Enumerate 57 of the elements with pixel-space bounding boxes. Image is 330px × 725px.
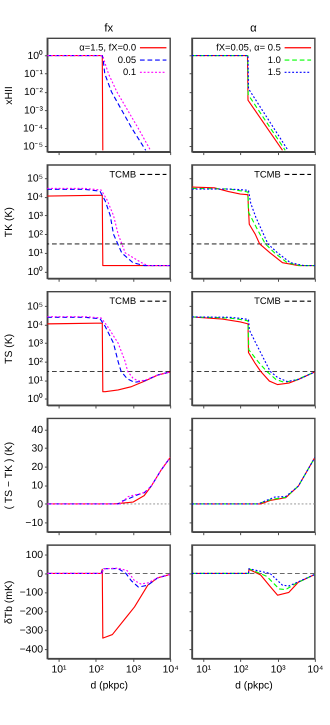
y-tick-label: 10 (31, 480, 44, 492)
y-tick-label: 10⁰ (27, 266, 44, 278)
y-tick-label: 10⁵ (27, 173, 44, 184)
y-axis-title: TS (K) (4, 334, 15, 364)
legend-label: 1.5 (268, 67, 281, 78)
y-tick-label: 10¹ (28, 248, 44, 260)
y-tick-label: 20 (31, 462, 44, 474)
y-tick-label: 10⁻¹ (24, 69, 44, 80)
y-tick-label: 10² (28, 357, 44, 368)
y-tick-label: 10⁻³ (24, 105, 44, 116)
y-axis-title: δTb (mK) (4, 580, 15, 624)
y-tick-label: 10⁴ (26, 320, 44, 331)
x-tick-label: 10⁴ (307, 664, 324, 676)
legend-label: TCMB (254, 169, 281, 180)
legend-label: α=1.5, fX=0.0 (79, 42, 136, 54)
legend-label: 0.1 (123, 67, 136, 78)
y-tick-label: 10⁴ (26, 192, 44, 204)
chart-title: fx (104, 22, 114, 35)
y-tick-label: 10⁻⁵ (23, 142, 44, 153)
y-tick-label: 0 (37, 568, 44, 580)
x-axis-title: d (pkpc) (90, 680, 128, 692)
y-tick-label: 10⁰ (27, 393, 44, 406)
y-tick-label: −300 (20, 626, 44, 637)
y-tick-label: −400 (20, 644, 44, 656)
x-tick-label: 10⁴ (162, 664, 179, 676)
y-tick-label: −10 (25, 518, 44, 529)
y-tick-label: −200 (20, 606, 44, 618)
legend-label: fX=0.05, α= 0.5 (216, 42, 281, 54)
legend-label: 0.05 (118, 54, 136, 66)
x-axis-title: d (pkpc) (235, 680, 273, 692)
y-tick-label: 30 (31, 443, 44, 454)
x-tick-label: 10³ (126, 664, 142, 676)
y-tick-label: 10⁵ (27, 301, 44, 312)
x-tick-label: 10³ (270, 664, 286, 676)
y-tick-label: 10⁰ (27, 50, 44, 62)
x-tick-label: 10² (233, 664, 249, 676)
y-tick-label: 10³ (28, 210, 44, 222)
y-tick-label: 10⁻⁴ (22, 123, 44, 134)
legend-label: TCMB (254, 296, 281, 307)
legend-label: 1.0 (268, 54, 281, 66)
y-tick-label: 10² (28, 230, 44, 241)
x-tick-label: 10¹ (196, 664, 212, 676)
y-axis-title: ( TS − TK ) (K) (4, 442, 15, 510)
y-axis-title: TK (K) (4, 207, 15, 238)
legend-label: TCMB (109, 169, 136, 180)
x-tick-label: 10² (88, 664, 104, 676)
y-tick-label: 0 (37, 499, 44, 510)
y-tick-label: 10¹ (28, 376, 44, 387)
y-tick-label: 10³ (28, 338, 44, 350)
y-tick-label: 100 (26, 550, 44, 561)
y-tick-label: 40 (31, 424, 44, 436)
y-tick-label: 10⁻² (24, 87, 44, 98)
legend-label: TCMB (109, 296, 136, 307)
chart-title: α (250, 22, 258, 35)
y-axis-title: xHII (4, 86, 15, 105)
y-tick-label: −100 (20, 588, 44, 599)
x-tick-label: 10¹ (51, 664, 67, 676)
